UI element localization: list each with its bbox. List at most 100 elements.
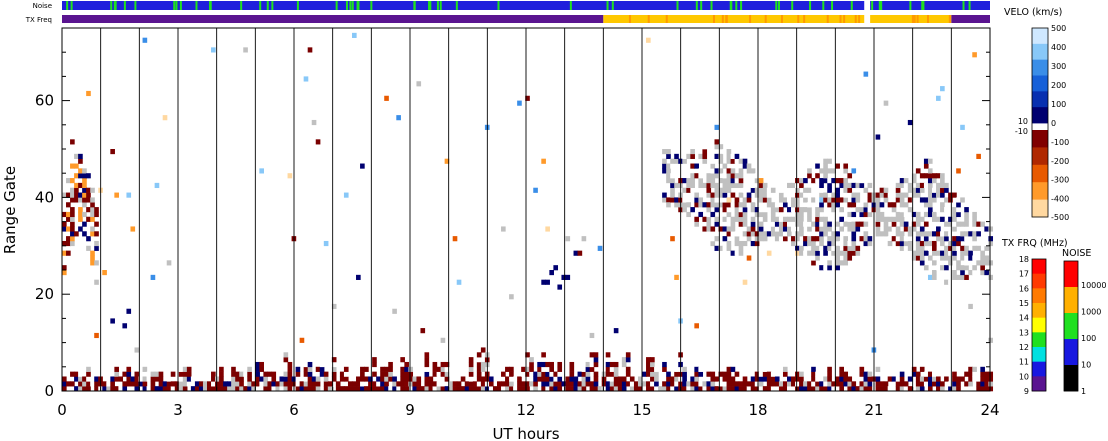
echo-cell-low (730, 386, 736, 392)
echo-cell-low (690, 376, 695, 382)
echo-cell-evening (778, 226, 784, 232)
echo-cell-low (722, 371, 728, 377)
echo-cell-evening (879, 236, 885, 242)
txfrq-colorbar-label: 12 (1019, 343, 1029, 352)
echo-cell-evening (940, 192, 945, 198)
echo-cell-evening (899, 182, 905, 189)
echo-cell-low (219, 381, 224, 387)
echo-cell-low (448, 381, 454, 387)
echo-cell-evening (847, 255, 853, 261)
echo-cell-evening (940, 250, 945, 256)
echo-cell-evening (960, 245, 965, 251)
echo-cell-evening (952, 216, 957, 222)
echo-cell-evening (948, 245, 953, 251)
noise-colorbar-swatch (1064, 261, 1078, 288)
echo-cell-low (525, 352, 530, 358)
echo-cell-low (646, 357, 651, 363)
echo-cell-low (875, 376, 881, 382)
echo-cell-evening (972, 211, 977, 218)
echo-cell-evening (839, 250, 844, 256)
echo-cell-low (392, 386, 397, 392)
echo-cell-evening (811, 245, 816, 251)
echo-cell-evening (936, 216, 941, 222)
echo-cell-low (887, 386, 893, 392)
echo-cell-low (460, 386, 466, 392)
echo-cell-low (541, 386, 546, 392)
echo-cell-evening (791, 216, 796, 222)
velo-colorbar-label: 500 (1051, 24, 1066, 33)
echo-cell-low (331, 366, 337, 372)
strip-0-fleck (351, 1, 354, 10)
echo-cell-low (525, 371, 530, 377)
echo-cell-low (82, 386, 87, 392)
echo-cell-early (70, 197, 75, 203)
echo-cell-evening (702, 202, 708, 208)
echo-cell-evening (944, 265, 949, 271)
echo-cell-low (372, 357, 377, 363)
strip-1-fleck (749, 15, 752, 23)
echo-cell-evening (791, 221, 796, 227)
echo-cell-low (758, 371, 764, 377)
echo-cell-low (339, 371, 345, 377)
echo-cell-early (90, 250, 95, 256)
echo-cell-low (170, 386, 176, 392)
echo-cell-low (307, 381, 313, 387)
echo-cell-low (215, 381, 220, 387)
echo-cell-evening (851, 192, 857, 198)
echo-cell-evening (948, 192, 953, 198)
echo-cell-evening (811, 240, 816, 247)
strip-0-segment (864, 1, 871, 10)
echo-cell-evening (795, 202, 800, 208)
echo-cell-low (456, 381, 462, 387)
echo-cell-low (460, 376, 466, 382)
echo-cell-low (396, 381, 401, 387)
echo-cell-evening (847, 202, 853, 208)
echo-cell-low (976, 381, 981, 387)
echo-cell-evening (919, 255, 925, 261)
echo-cell-low (674, 376, 679, 382)
echo-cell-low (134, 381, 140, 387)
echo-cell-low (601, 381, 607, 387)
echo-cell-low (158, 376, 164, 382)
echo-cell-speckle (766, 250, 772, 256)
echo-cell-low (307, 371, 313, 377)
echo-cell-low (734, 371, 740, 377)
echo-cell-low (698, 371, 704, 377)
echo-cell-patch (126, 308, 132, 314)
echo-cell-low (287, 366, 293, 372)
echo-cell-speckle (927, 274, 933, 280)
echo-cell-early (94, 231, 99, 237)
echo-cell-early (78, 168, 83, 174)
echo-cell-evening (843, 221, 849, 227)
echo-cell-evening (899, 240, 905, 247)
echo-cell-low (384, 386, 389, 392)
echo-cell-low (235, 371, 240, 377)
echo-cell-evening (795, 207, 800, 213)
echo-cell-evening (940, 187, 945, 193)
echo-cell-evening (690, 163, 695, 169)
strip-1-segment (951, 15, 990, 23)
echo-cell-early (70, 226, 75, 232)
strip-0-fleck (922, 1, 925, 10)
txfrq-colorbar-swatch (1032, 317, 1046, 333)
echo-cell-speckle (581, 236, 587, 242)
echo-cell-evening (815, 192, 820, 198)
echo-cell-early (66, 250, 71, 256)
echo-cell-evening (903, 240, 909, 247)
echo-cell-low (307, 366, 313, 372)
echo-cell-low (70, 381, 75, 387)
echo-cell-early (78, 197, 83, 203)
echo-cell-low (271, 381, 277, 387)
velo-colorbar-swatch (1032, 43, 1048, 61)
echo-cell-evening (932, 211, 937, 218)
echo-cell-evening (891, 216, 897, 222)
txfrq-colorbar-swatch (1032, 332, 1046, 348)
echo-cell-evening (972, 216, 977, 222)
echo-cell-evening (855, 245, 861, 251)
echo-cell-evening (706, 207, 712, 213)
echo-cell-low (360, 376, 365, 382)
echo-cell-low (239, 386, 244, 392)
echo-cell-early (74, 192, 79, 198)
echo-cell-speckle (142, 37, 148, 43)
strip-0-fleck (775, 1, 778, 10)
